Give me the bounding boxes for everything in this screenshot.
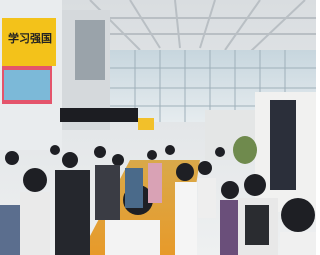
sign-text: 学习强国 xyxy=(8,31,52,45)
page: 学习强国 xyxy=(0,0,316,255)
photo: 学习强国 xyxy=(0,0,316,255)
